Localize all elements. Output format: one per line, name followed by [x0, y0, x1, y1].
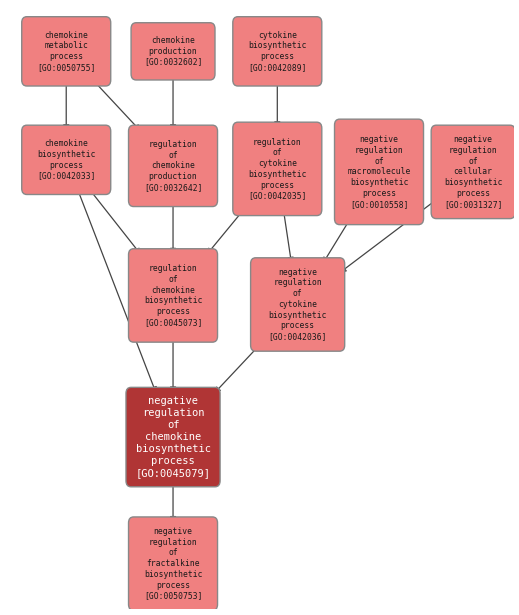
Text: chemokine
production
[GO:0032602]: chemokine production [GO:0032602]: [144, 36, 202, 66]
Text: regulation
of
chemokine
biosynthetic
process
[GO:0045073]: regulation of chemokine biosynthetic pro…: [144, 264, 202, 327]
FancyBboxPatch shape: [335, 119, 424, 224]
Text: negative
regulation
of
chemokine
biosynthetic
process
[GO:0045079]: negative regulation of chemokine biosynt…: [135, 396, 211, 478]
Text: cytokine
biosynthetic
process
[GO:0042089]: cytokine biosynthetic process [GO:004208…: [248, 31, 307, 72]
Text: regulation
of
chemokine
production
[GO:0032642]: regulation of chemokine production [GO:0…: [144, 140, 202, 192]
FancyBboxPatch shape: [126, 387, 220, 487]
FancyBboxPatch shape: [129, 517, 217, 610]
Text: chemokine
biosynthetic
process
[GO:0042033]: chemokine biosynthetic process [GO:00420…: [37, 139, 95, 180]
FancyBboxPatch shape: [431, 125, 515, 218]
FancyBboxPatch shape: [22, 125, 111, 194]
FancyBboxPatch shape: [129, 125, 217, 207]
FancyBboxPatch shape: [22, 17, 111, 86]
Text: negative
regulation
of
macromolecule
biosynthetic
process
[GO:0010558]: negative regulation of macromolecule bio…: [347, 135, 411, 208]
FancyBboxPatch shape: [233, 122, 322, 216]
FancyBboxPatch shape: [233, 17, 322, 86]
FancyBboxPatch shape: [131, 23, 215, 80]
Text: negative
regulation
of
cytokine
biosynthetic
process
[GO:0042036]: negative regulation of cytokine biosynth…: [268, 268, 327, 341]
Text: negative
regulation
of
cellular
biosynthetic
process
[GO:0031327]: negative regulation of cellular biosynth…: [444, 135, 502, 208]
Text: chemokine
metabolic
process
[GO:0050755]: chemokine metabolic process [GO:0050755]: [37, 31, 95, 72]
FancyBboxPatch shape: [129, 248, 217, 342]
Text: regulation
of
cytokine
biosynthetic
process
[GO:0042035]: regulation of cytokine biosynthetic proc…: [248, 138, 307, 200]
FancyBboxPatch shape: [251, 258, 345, 351]
Text: negative
regulation
of
fractalkine
biosynthetic
process
[GO:0050753]: negative regulation of fractalkine biosy…: [144, 527, 202, 600]
